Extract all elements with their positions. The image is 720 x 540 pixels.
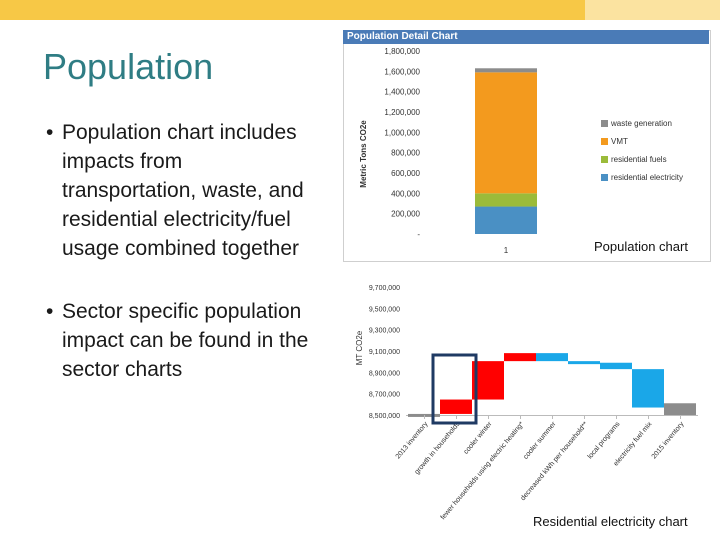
accent-bar-dark [0, 0, 585, 20]
bullet-item: • Population chart includes impacts from… [46, 118, 316, 263]
y-axis-label: MT CO2e [355, 330, 364, 365]
legend-label: VMT [611, 137, 628, 146]
x-tick-label: cooler winter [463, 420, 494, 455]
y-tick-label: 8,500,000 [369, 413, 400, 420]
population-chart-caption: Population chart [594, 239, 688, 254]
bullet-text: Sector specific population impact can be… [62, 300, 309, 381]
waterfall-bar [632, 369, 664, 408]
x-tick-label: decreased kWh per household** [520, 421, 590, 503]
x-tick-label: local programs [587, 420, 622, 460]
waterfall-bar [536, 353, 568, 362]
highlight-box [431, 353, 478, 425]
y-tick-label: 8,900,000 [369, 370, 400, 377]
y-tick-label: 1,800,000 [384, 47, 420, 56]
y-tick-label: 1,400,000 [384, 88, 420, 97]
legend-label: waste generation [610, 119, 672, 128]
bar-segment [475, 68, 537, 73]
waterfall-bar [568, 361, 600, 365]
y-tick-label: 600,000 [391, 169, 420, 178]
legend-swatch [601, 138, 608, 145]
bar-segment [475, 193, 537, 207]
bullet-item: • Sector specific population impact can … [46, 297, 316, 384]
x-tick-label: 1 [504, 246, 509, 255]
residential-chart-caption: Residential electricity chart [533, 514, 688, 529]
bullet-symbol: • [46, 300, 54, 323]
y-tick-label: 9,500,000 [369, 306, 400, 313]
y-tick-label: - [417, 230, 420, 239]
legend-label: residential electricity [611, 173, 683, 182]
accent-bar-light [585, 0, 720, 20]
bullet-list: • Population chart includes impacts from… [46, 118, 316, 384]
bullet-text: Population chart includes impacts from t… [62, 121, 304, 260]
legend-label: residential fuels [611, 155, 667, 164]
y-tick-label: 1,000,000 [384, 128, 420, 137]
y-tick-label: 9,700,000 [369, 285, 400, 292]
y-tick-label: 200,000 [391, 210, 420, 219]
slide-title: Population [43, 46, 214, 87]
bar-segment [475, 206, 537, 234]
y-tick-label: 9,100,000 [369, 349, 400, 356]
residential-electricity-chart: MT CO2e 8,500,000 8,700,000 8,900,000 9,100,… [355, 285, 698, 521]
y-tick-label: 400,000 [391, 189, 420, 198]
waterfall-bar [504, 353, 536, 362]
y-tick-label: 8,700,000 [369, 392, 400, 399]
waterfall-bar [664, 403, 696, 415]
bullet-symbol: • [46, 121, 54, 144]
waterfall-bar [440, 399, 472, 414]
top-accent-bar [0, 0, 720, 20]
legend-swatch [601, 174, 608, 181]
legend-swatch [601, 120, 608, 127]
bar-segment [475, 72, 537, 194]
y-tick-label: 1,200,000 [384, 108, 420, 117]
y-axis-label: Metric Tons CO2e [359, 120, 368, 188]
y-tick-label: 1,600,000 [384, 67, 420, 76]
y-tick-label: 9,300,000 [369, 328, 400, 335]
x-tick-label: 2015 inventory [651, 420, 686, 460]
population-detail-chart: Metric Tons CO2e - 200,000 400,000 600,000 80… [359, 47, 683, 255]
legend-swatch [601, 156, 608, 163]
y-tick-label: 800,000 [391, 149, 420, 158]
x-tick-label: cooler summer [522, 420, 558, 460]
population-chart-title: Population Detail Chart [343, 30, 709, 44]
x-tick-label: 2013 inventory [395, 420, 430, 460]
waterfall-bar [600, 362, 632, 370]
